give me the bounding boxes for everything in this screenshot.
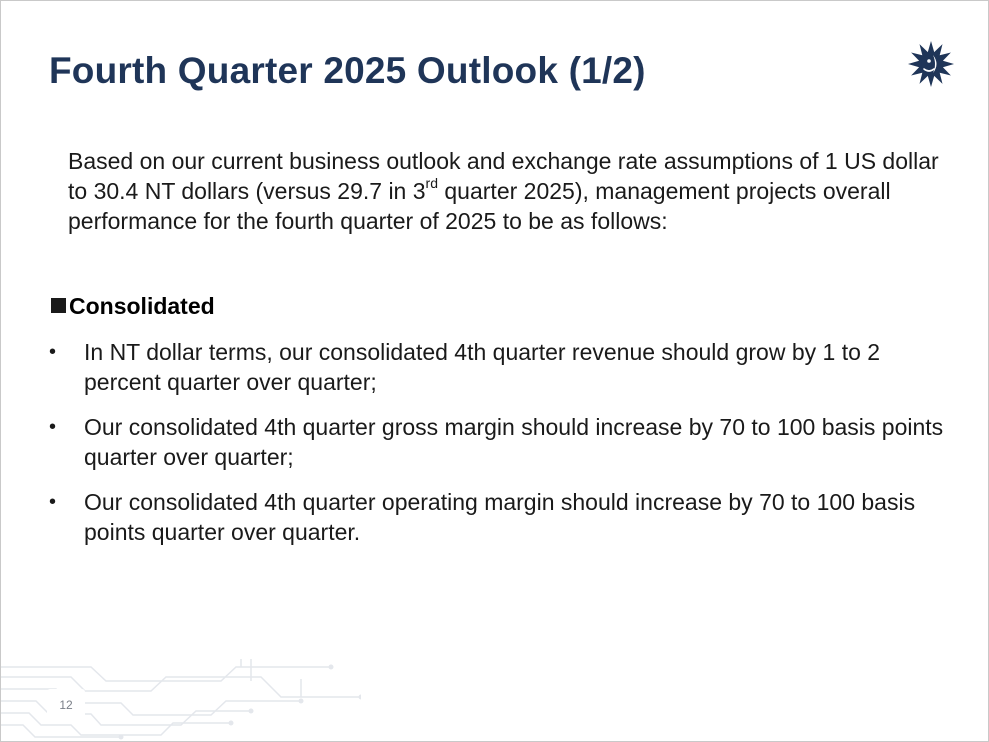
list-item: • In NT dollar terms, our consolidated 4…	[49, 337, 954, 397]
bullet-text: In NT dollar terms, our consolidated 4th…	[84, 339, 881, 395]
bullet-list: • In NT dollar terms, our consolidated 4…	[49, 337, 954, 562]
section-heading: Consolidated	[51, 291, 215, 321]
square-bullet-icon	[51, 298, 66, 313]
intro-text-part2: quarter 2025), management projects overa…	[68, 178, 891, 234]
slide-title: Fourth Quarter 2025 Outlook (1/2)	[49, 50, 646, 91]
list-item: • Our consolidated 4th quarter gross mar…	[49, 412, 954, 472]
list-item: • Our consolidated 4th quarter operating…	[49, 487, 954, 547]
bullet-text: Our consolidated 4th quarter gross margi…	[84, 414, 944, 470]
bullet-dot-icon: •	[49, 416, 57, 438]
section-heading-label: Consolidated	[69, 293, 215, 319]
page-number: 12	[47, 689, 85, 721]
intro-superscript: rd	[425, 175, 438, 192]
intro-paragraph: Based on our current business outlook an…	[68, 146, 948, 236]
bullet-dot-icon: •	[49, 491, 57, 513]
sun-face-logo-icon	[908, 41, 954, 87]
bullet-text: Our consolidated 4th quarter operating m…	[84, 489, 916, 545]
bullet-dot-icon: •	[49, 341, 57, 363]
intro-text-part1: Based on our current business outlook an…	[68, 148, 939, 204]
